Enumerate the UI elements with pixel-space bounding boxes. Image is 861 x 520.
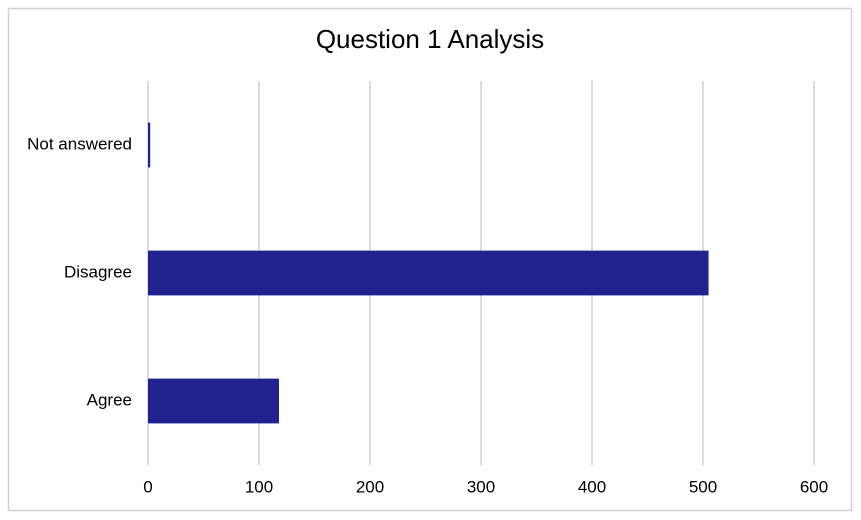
bar [148, 250, 709, 296]
x-tick-label: 400 [578, 477, 606, 496]
x-tick-label: 0 [143, 477, 152, 496]
chart-title: Question 1 Analysis [316, 24, 544, 54]
bar [148, 122, 151, 168]
x-tick-label: 100 [245, 477, 273, 496]
y-tick-label: Not answered [27, 134, 132, 153]
x-tick-label: 300 [467, 477, 495, 496]
bar [148, 378, 279, 424]
y-tick-label: Agree [87, 390, 132, 409]
y-tick-label: Disagree [64, 262, 132, 281]
x-tick-label: 500 [689, 477, 717, 496]
x-tick-label: 200 [356, 477, 384, 496]
x-tick-label: 600 [800, 477, 828, 496]
